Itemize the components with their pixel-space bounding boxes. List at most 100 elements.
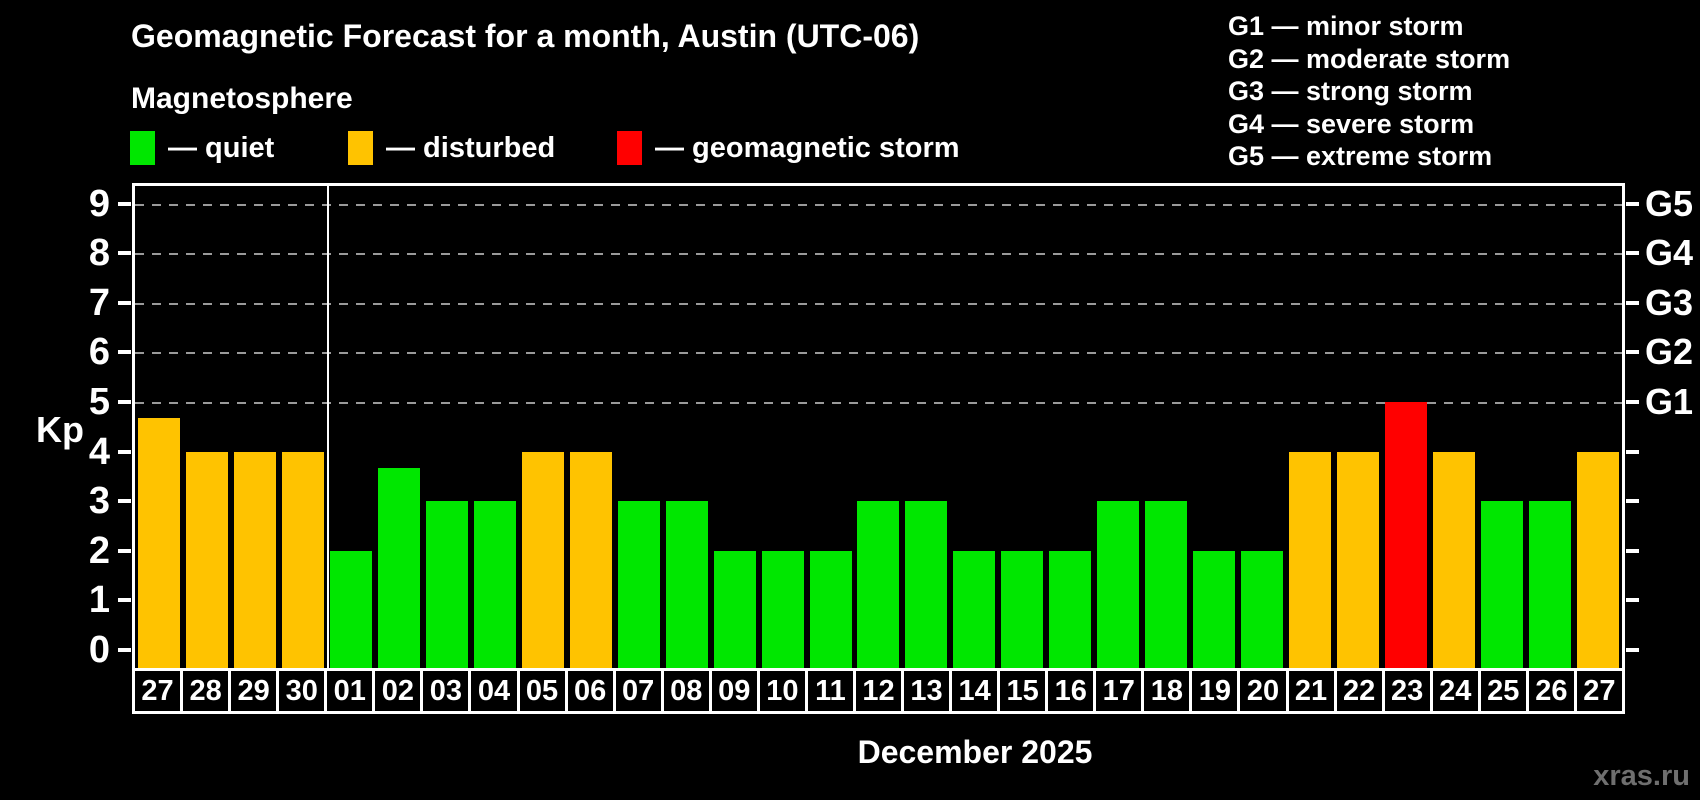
gridline-kp7 [135,302,1622,305]
y-tick-label: 1 [88,579,110,622]
day-cell: 25 [1480,671,1529,711]
g-legend-line: G1 — minor storm [1228,11,1464,41]
bar-slot [231,186,279,668]
bar-slot [423,186,471,668]
day-cell: 28 [183,671,232,711]
bar-slot [1430,186,1478,668]
day-cell: 17 [1096,671,1145,711]
bar-slot [1238,186,1286,668]
kp-bar [665,501,708,668]
day-cell: 01 [327,671,376,711]
kp-bar [569,451,612,668]
day-cell: 21 [1288,671,1337,711]
storm-swatch-icon [617,131,642,165]
bar-slot [327,186,375,668]
y-tick-right [1626,251,1639,256]
kp-bar [233,451,276,668]
kp-bar [1481,501,1524,668]
legend-label-disturbed: — disturbed [386,131,556,164]
y-tick-right [1626,201,1639,206]
legend-label-quiet: — quiet [168,131,275,164]
day-cell: 13 [904,671,953,711]
day-axis-row: 27 28 29 30 01 02 03 04 05 06 07 08 09 10 11 12 13 14 15 16… [132,668,1625,714]
g-scale-label: G2 [1645,331,1694,373]
bar-slot [567,186,615,668]
y-tick-label: 5 [88,381,110,423]
day-cell: 15 [1000,671,1049,711]
kp-bar [1337,451,1380,668]
kp-bar [473,501,516,668]
bar-slot [1334,186,1382,668]
legend-item-storm: — geomagnetic storm [617,130,960,166]
legend-label-storm: — geomagnetic storm [655,131,960,164]
bar-slot [1190,186,1238,668]
y-tick-right [1626,350,1639,355]
kp-bar [761,550,804,668]
kp-bar [1049,550,1092,668]
day-cell: 20 [1240,671,1289,711]
bar-slot [471,186,519,668]
day-cell: 16 [1048,671,1097,711]
day-cell: 08 [663,671,712,711]
day-cell: 27 [135,671,184,711]
bar-slot [807,186,855,668]
day-cell: 10 [759,671,808,711]
day-cell: 11 [807,671,856,711]
y-tick-right [1626,548,1639,553]
y-tick-left [118,648,131,652]
kp-bar [953,550,996,668]
y-tick-label: 7 [88,281,110,324]
disturbed-swatch-icon [348,131,373,165]
y-tick-right [1626,400,1639,404]
g-scale-label: G3 [1645,281,1694,323]
day-cell: 06 [567,671,616,711]
y-tick-label: 0 [88,629,110,671]
day-cell: 07 [615,671,664,711]
legend-item-disturbed: — disturbed [348,130,555,166]
bar-slot [998,186,1046,668]
day-cell: 05 [519,671,568,711]
bar-slot [519,186,567,668]
y-tick-right [1626,598,1639,603]
y-tick-left [118,548,131,553]
day-cell: 14 [952,671,1001,711]
kp-bar [857,501,900,668]
bar-slot [183,186,231,668]
y-tick-left [118,400,131,404]
quiet-swatch-icon [130,131,155,165]
kp-bar [1145,501,1188,668]
kp-bar [329,550,372,668]
y-tick-left [118,499,131,504]
kp-bar [1193,550,1236,668]
kp-bar [1289,451,1332,668]
month-label: December 2025 [857,734,1093,770]
y-tick-right [1626,449,1639,454]
y-tick-label: 4 [88,430,110,473]
g-legend-line: G5 — extreme storm [1228,141,1493,171]
kp-bar [281,451,324,668]
y-tick-label: 3 [88,480,110,523]
bar-slot [902,186,950,668]
bar-slot [279,186,327,668]
g-scale-label: G4 [1645,232,1694,274]
bar-slot [1046,186,1094,668]
y-tick-left [118,201,131,206]
plot-area [132,183,1625,668]
bar-slot [1142,186,1190,668]
page-title: Geomagnetic Forecast for a month, Austin… [131,18,920,54]
g-scale-label: G5 [1645,182,1694,224]
kp-bar [185,451,228,668]
bar-slot [615,186,663,668]
bar-slot [135,186,183,668]
kp-bar [905,501,948,668]
day-cell: 04 [471,671,520,711]
kp-bar [1577,451,1619,668]
day-cell: 29 [231,671,280,711]
y-tick-label: 6 [88,331,110,374]
gridline-kp5 [135,402,1622,404]
y-tick-left [118,449,131,454]
bar-slot [759,186,807,668]
kp-bar [1097,501,1140,668]
kp-bar [1529,501,1572,668]
